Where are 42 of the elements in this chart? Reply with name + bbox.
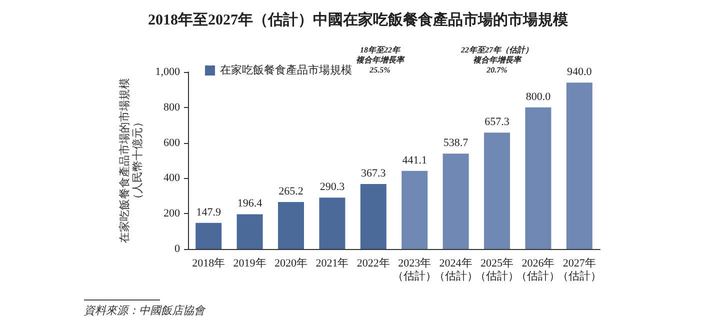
bar — [402, 170, 428, 249]
x-tick-label: 2018年 — [192, 258, 226, 270]
bar — [525, 107, 552, 249]
text: 22年至27年（估計） — [460, 46, 533, 54]
data-label: 800.0 — [526, 90, 552, 103]
chart-title: 2018年至2027年（估計）中國在家吃飯餐食產品市場的市場規模 — [148, 10, 569, 28]
text: 18年至22年 — [360, 46, 401, 54]
text: 複合年增長率 — [473, 54, 522, 64]
bar — [360, 184, 386, 249]
source-note: 資料來源：中國飯店協會 — [84, 304, 206, 317]
y-tick-label: 800 — [164, 101, 180, 114]
legend-label: 在家吃飯餐食產品市場規模 — [220, 64, 352, 76]
data-label: 940.0 — [567, 66, 592, 78]
annotation: 25.5% — [368, 66, 391, 74]
bar — [566, 82, 592, 249]
bar — [196, 222, 222, 249]
data-label: 196.4 — [237, 198, 263, 210]
y-axis-title: 在家吃飯餐食產品市場的市場規模（人民幣十億元） — [118, 78, 144, 243]
y-tick-label: 0 — [174, 243, 180, 255]
data-label: 538.7 — [443, 137, 469, 150]
y-tick-label: 400 — [164, 172, 180, 184]
x-tick-label: 2021年 — [316, 258, 349, 270]
text: 複合年增長率 — [356, 54, 405, 64]
annotation: 20.7% — [486, 66, 508, 74]
x-tick-label: 2020年 — [274, 258, 308, 270]
y-tick-label: 600 — [164, 136, 180, 149]
y-tick-label: 200 — [164, 208, 180, 220]
y-tick-label: 1,000 — [155, 66, 180, 78]
bar — [319, 198, 346, 249]
data-label: 147.9 — [196, 206, 222, 218]
bar — [442, 154, 469, 249]
data-label: 290.3 — [320, 181, 346, 194]
bar — [278, 202, 304, 249]
data-label: 441.1 — [402, 154, 427, 166]
x-tick-label: 2019年 — [233, 258, 266, 270]
bar — [236, 214, 263, 249]
bar — [484, 132, 510, 249]
data-label: 657.3 — [484, 116, 510, 128]
data-label: 367.3 — [361, 167, 386, 180]
x-tick-label: 2022年 — [356, 258, 390, 270]
data-label: 265.2 — [278, 186, 304, 198]
x-tick-label: 2025年（估計） — [475, 258, 519, 282]
